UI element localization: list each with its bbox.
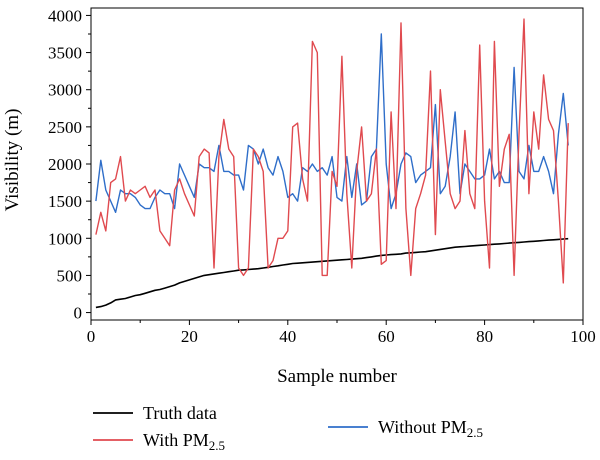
x-tick-label-100: 100	[570, 327, 596, 346]
legend-label-truth-data: Truth data	[143, 403, 217, 423]
legend: Truth data With PM2.5 Without PM2.5	[93, 403, 483, 453]
x-tick-label-0: 0	[87, 327, 96, 346]
y-tick-label-2500: 2500	[48, 118, 82, 137]
y-tick-label-1500: 1500	[48, 192, 82, 211]
series-layer	[95, 18, 569, 309]
y-tick-label-4000: 4000	[48, 6, 82, 25]
series-line-with-pm	[95, 18, 569, 284]
series-line-truth-data	[95, 237, 569, 309]
y-axis-title: Visibility (m)	[2, 109, 23, 212]
y-tick-label-2000: 2000	[48, 155, 82, 174]
y-tick-label-3500: 3500	[48, 44, 82, 63]
series-line-without-pm	[95, 33, 569, 214]
legend-label-without-pm: Without PM2.5	[378, 417, 483, 440]
y-tick-label-0: 0	[74, 304, 83, 323]
plot-frame	[90, 7, 584, 321]
x-tick-label-20: 20	[181, 327, 198, 346]
y-tick-label-1000: 1000	[48, 229, 82, 248]
legend-label-with-pm: With PM2.5	[143, 430, 225, 453]
x-tick-label-60: 60	[378, 327, 395, 346]
y-tick-label-3000: 3000	[48, 81, 82, 100]
x-tick-label-80: 80	[476, 327, 493, 346]
x-tick-label-40: 40	[279, 327, 296, 346]
x-axis-title: Sample number	[277, 366, 397, 387]
axes: 0 20 40 60 80 1000500100015002000250030003500…	[48, 6, 596, 346]
y-tick-label-500: 500	[57, 266, 83, 285]
